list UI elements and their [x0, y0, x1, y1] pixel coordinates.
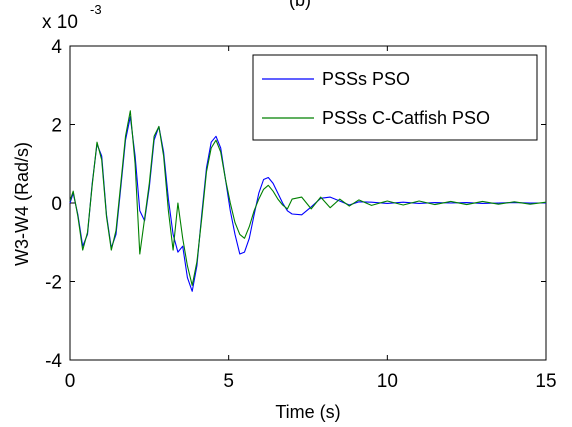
y-exponent-power: -3 [90, 2, 102, 17]
y-tick-label: -4 [45, 351, 62, 372]
y-exponent-base: x 10 [42, 12, 78, 33]
y-tick-label: 2 [51, 116, 62, 137]
legend-label-c-catfish-pso: PSSs C-Catfish PSO [322, 108, 490, 128]
y-tick-label: -2 [45, 273, 62, 294]
x-tick-label: 0 [65, 371, 76, 392]
x-axis-label: Time (s) [275, 402, 340, 422]
legend: PSSs PSO PSSs C-Catfish PSO [252, 54, 538, 141]
y-tick-label: 0 [51, 194, 62, 215]
x-tick-label: 10 [377, 371, 398, 392]
x-tick-label: 5 [223, 371, 234, 392]
y-axis-label: W3-W4 (Rad/s) [12, 142, 32, 266]
y-tick-label: 4 [51, 37, 62, 58]
series-layer [69, 110, 547, 292]
axis-ticks: 0 5 10 15 -4 -2 0 2 4 [45, 37, 556, 392]
x-tick-label: 15 [535, 371, 556, 392]
legend-box [252, 54, 538, 141]
legend-label-pso: PSSs PSO [322, 69, 410, 89]
series-line-c-catfish-pso [69, 110, 547, 286]
chart-title-fragment: (b) [289, 0, 311, 10]
